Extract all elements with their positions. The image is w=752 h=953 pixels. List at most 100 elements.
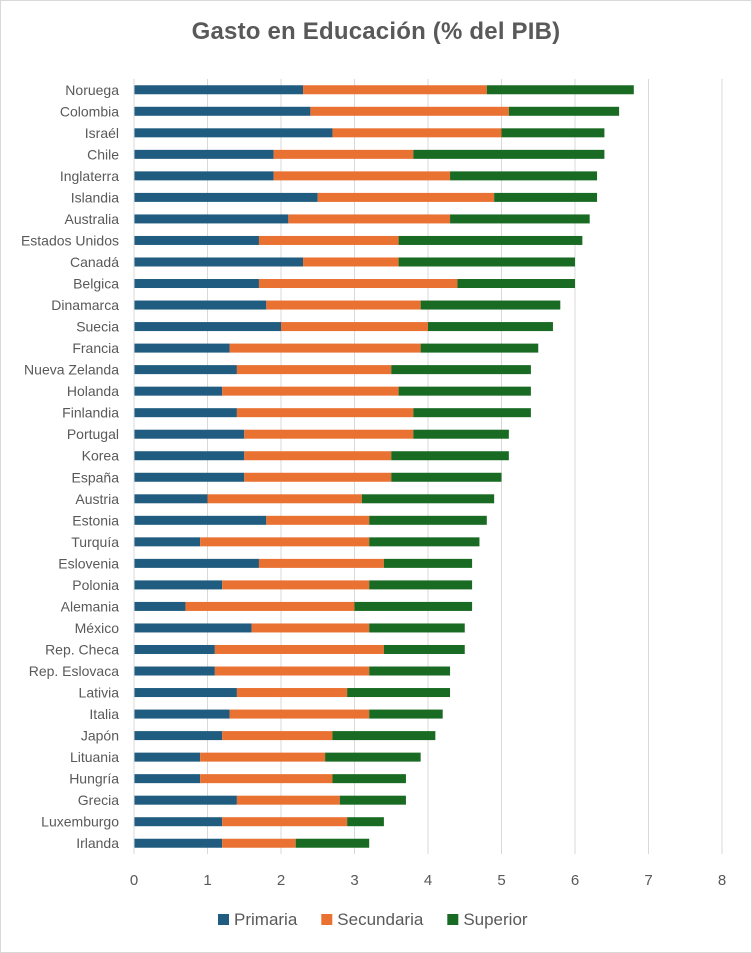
bar-secundaria: [236, 365, 392, 375]
bar-secundaria: [310, 106, 509, 116]
bar-primaria: [134, 257, 304, 267]
bar-superior: [486, 85, 634, 95]
legend-swatch: [447, 914, 459, 925]
bar-superior: [398, 386, 531, 396]
bar-superior: [391, 451, 509, 461]
bar-superior: [398, 235, 583, 245]
bar-primaria: [134, 623, 252, 633]
bar-secundaria: [288, 214, 451, 224]
category-label: Francia: [72, 340, 119, 356]
category-label: Eslovenia: [58, 555, 119, 571]
bar-primaria: [134, 279, 259, 289]
category-label: Nueva Zelanda: [24, 362, 119, 378]
bar-superior: [339, 795, 406, 805]
bar-secundaria: [222, 580, 370, 590]
category-label: Holanda: [67, 383, 119, 399]
category-label: Australia: [65, 211, 120, 227]
bar-primaria: [134, 494, 208, 504]
bar-primaria: [134, 85, 304, 95]
category-label: Grecia: [78, 792, 119, 808]
bar-superior: [450, 214, 590, 224]
category-label: Korea: [82, 448, 120, 464]
category-label: Colombia: [60, 103, 119, 119]
bar-secundaria: [266, 300, 421, 310]
bar-primaria: [134, 817, 223, 827]
bar-secundaria: [244, 429, 414, 439]
category-label: Luxemburgo: [41, 814, 119, 830]
bar-primaria: [134, 515, 267, 525]
bar-primaria: [134, 214, 289, 224]
bar-superior: [420, 300, 561, 310]
category-label: Lativia: [79, 685, 120, 701]
bar-secundaria: [229, 343, 421, 353]
category-label: Rep. Eslovaca: [29, 663, 119, 679]
category-label: Lituania: [70, 749, 119, 765]
bar-primaria: [134, 838, 223, 848]
legend-label: Superior: [463, 910, 528, 929]
bar-superior: [332, 731, 436, 741]
bar-primaria: [134, 558, 259, 568]
bar-superior: [369, 623, 465, 633]
category-label: Polonia: [72, 577, 119, 593]
bar-secundaria: [222, 838, 296, 848]
bar-secundaria: [244, 451, 392, 461]
bar-superior: [413, 149, 605, 159]
bar-secundaria: [200, 537, 370, 547]
category-label: México: [75, 620, 120, 636]
bar-superior: [369, 515, 487, 525]
bar-secundaria: [185, 601, 355, 611]
category-label: Israél: [85, 125, 119, 141]
bar-superior: [295, 838, 370, 848]
bar-superior: [347, 817, 384, 827]
category-label: Alemania: [61, 598, 120, 614]
bar-primaria: [134, 408, 237, 418]
category-label: Rep. Checa: [45, 641, 119, 657]
bar-superior: [501, 128, 605, 138]
category-label: Estonia: [72, 512, 119, 528]
category-label: Canadá: [70, 254, 119, 270]
category-label: Estados Unidos: [21, 232, 119, 248]
bar-primaria: [134, 128, 333, 138]
bar-superior: [354, 601, 473, 611]
bar-primaria: [134, 235, 259, 245]
bar-secundaria: [273, 149, 414, 159]
bar-secundaria: [258, 558, 384, 568]
bar-secundaria: [200, 752, 326, 762]
category-label: Islandia: [71, 189, 119, 205]
bar-secundaria: [258, 235, 399, 245]
category-label: España: [72, 469, 120, 485]
category-label: Inglaterra: [60, 168, 119, 184]
bar-primaria: [134, 666, 215, 676]
bar-primaria: [134, 171, 274, 181]
x-tick-label: 5: [497, 872, 505, 889]
bar-superior: [369, 580, 473, 590]
bar-superior: [361, 494, 495, 504]
legend-label: Primaria: [234, 910, 298, 929]
category-label: Irlanda: [76, 835, 119, 851]
bar-secundaria: [222, 817, 348, 827]
chart-title: Gasto en Educación (% del PIB): [191, 18, 561, 45]
bar-secundaria: [317, 192, 495, 202]
legend-swatch: [218, 914, 229, 925]
bar-superior: [413, 429, 509, 439]
bar-primaria: [134, 322, 281, 332]
x-tick-label: 1: [203, 872, 211, 889]
x-tick-label: 4: [424, 872, 432, 889]
bar-superior: [457, 279, 575, 289]
bar-superior: [369, 537, 480, 547]
bar-primaria: [134, 795, 237, 805]
category-label: Dinamarca: [51, 297, 119, 313]
bar-secundaria: [214, 644, 384, 654]
bar-superior: [391, 365, 531, 375]
bar-superior: [332, 774, 406, 784]
bar-primaria: [134, 709, 230, 719]
x-tick-label: 6: [571, 872, 579, 889]
bar-primaria: [134, 731, 223, 741]
legend-swatch: [321, 914, 333, 925]
bar-primaria: [134, 429, 245, 439]
x-tick-label: 3: [350, 872, 358, 889]
bar-superior: [369, 709, 443, 719]
category-label: Noruega: [65, 82, 119, 98]
bar-secundaria: [303, 85, 487, 95]
